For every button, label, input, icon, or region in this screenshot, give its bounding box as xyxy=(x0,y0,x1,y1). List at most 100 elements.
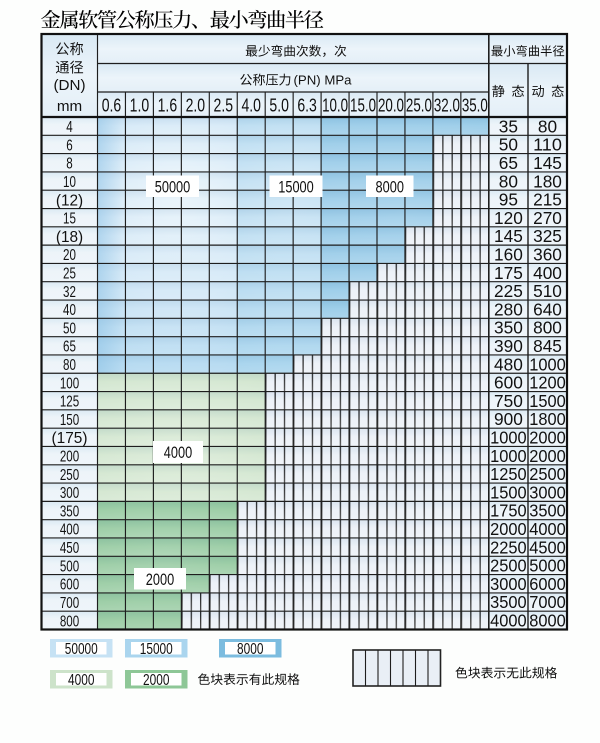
svg-text:0.6: 0.6 xyxy=(102,95,122,116)
svg-text:8: 8 xyxy=(66,156,72,173)
svg-text:95: 95 xyxy=(499,190,518,210)
svg-text:1000: 1000 xyxy=(490,428,527,448)
svg-text:3000: 3000 xyxy=(529,482,566,502)
svg-text:280: 280 xyxy=(494,299,523,319)
svg-text:2000: 2000 xyxy=(146,571,174,589)
svg-text:180: 180 xyxy=(533,171,562,191)
svg-text:32.0: 32.0 xyxy=(434,95,460,116)
svg-text:(18): (18) xyxy=(56,229,83,246)
svg-text:800: 800 xyxy=(533,318,562,338)
svg-text:225: 225 xyxy=(494,281,523,301)
svg-text:50000: 50000 xyxy=(155,178,191,196)
svg-text:5.0: 5.0 xyxy=(269,95,289,116)
svg-text:110: 110 xyxy=(533,135,562,155)
svg-text:4000: 4000 xyxy=(529,519,566,539)
svg-text:600: 600 xyxy=(60,577,79,594)
svg-text:80: 80 xyxy=(63,357,76,374)
svg-text:4000: 4000 xyxy=(164,444,192,462)
svg-text:2250: 2250 xyxy=(490,537,527,557)
svg-text:1.0: 1.0 xyxy=(130,95,150,116)
svg-text:(12): (12) xyxy=(56,192,83,209)
svg-text:300: 300 xyxy=(60,485,79,502)
svg-text:2000: 2000 xyxy=(490,519,527,539)
svg-text:1500: 1500 xyxy=(490,482,527,502)
svg-text:6000: 6000 xyxy=(529,574,566,594)
svg-text:4000: 4000 xyxy=(490,611,527,631)
svg-text:80: 80 xyxy=(499,171,518,191)
svg-text:2500: 2500 xyxy=(529,464,566,484)
svg-text:8000: 8000 xyxy=(376,178,404,196)
svg-text:390: 390 xyxy=(494,336,523,356)
svg-text:2500: 2500 xyxy=(490,556,527,576)
svg-text:50: 50 xyxy=(499,135,518,155)
svg-text:15000: 15000 xyxy=(140,641,173,658)
svg-text:1750: 1750 xyxy=(490,501,527,521)
svg-text:4000: 4000 xyxy=(68,672,95,689)
svg-text:200: 200 xyxy=(60,449,79,466)
svg-text:25.0: 25.0 xyxy=(406,95,432,116)
svg-text:215: 215 xyxy=(533,190,562,210)
svg-text:1200: 1200 xyxy=(529,373,566,393)
svg-text:6: 6 xyxy=(66,137,72,154)
svg-text:350: 350 xyxy=(494,318,523,338)
svg-text:900: 900 xyxy=(494,409,523,429)
svg-text:120: 120 xyxy=(494,208,523,228)
svg-text:700: 700 xyxy=(60,595,79,612)
svg-text:1000: 1000 xyxy=(490,446,527,466)
svg-text:145: 145 xyxy=(533,153,562,173)
svg-text:8000: 8000 xyxy=(237,641,264,658)
svg-text:500: 500 xyxy=(60,558,79,575)
svg-text:35: 35 xyxy=(499,116,518,136)
svg-text:3500: 3500 xyxy=(529,501,566,521)
svg-text:845: 845 xyxy=(533,336,562,356)
svg-text:15000: 15000 xyxy=(278,178,314,196)
svg-text:1800: 1800 xyxy=(529,409,566,429)
svg-text:1.6: 1.6 xyxy=(158,95,178,116)
svg-text:325: 325 xyxy=(533,226,562,246)
svg-text:450: 450 xyxy=(60,540,79,557)
svg-text:160: 160 xyxy=(494,244,523,264)
svg-text:50: 50 xyxy=(63,320,76,337)
svg-text:8000: 8000 xyxy=(529,611,566,631)
svg-text:(DN): (DN) xyxy=(53,77,85,94)
svg-text:(PN) MPa: (PN) MPa xyxy=(294,73,353,88)
svg-text:32: 32 xyxy=(63,284,76,301)
svg-text:600: 600 xyxy=(494,373,523,393)
svg-text:2.0: 2.0 xyxy=(186,95,206,116)
svg-text:50000: 50000 xyxy=(65,641,98,658)
svg-text:750: 750 xyxy=(494,391,523,411)
svg-text:2000: 2000 xyxy=(143,672,170,689)
svg-text:65: 65 xyxy=(499,153,518,173)
svg-text:1000: 1000 xyxy=(529,354,566,374)
svg-text:250: 250 xyxy=(60,467,79,484)
svg-text:4.0: 4.0 xyxy=(241,95,261,116)
svg-text:3500: 3500 xyxy=(490,592,527,612)
svg-text:(175): (175) xyxy=(52,430,88,447)
svg-text:25: 25 xyxy=(63,265,76,282)
svg-text:6.3: 6.3 xyxy=(297,95,317,116)
svg-text:175: 175 xyxy=(494,263,523,283)
svg-text:1500: 1500 xyxy=(529,391,566,411)
svg-text:350: 350 xyxy=(60,503,79,520)
svg-text:270: 270 xyxy=(533,208,562,228)
svg-text:2000: 2000 xyxy=(529,446,566,466)
svg-text:510: 510 xyxy=(533,281,562,301)
svg-text:20: 20 xyxy=(63,247,76,264)
svg-text:4500: 4500 xyxy=(529,537,566,557)
svg-text:7000: 7000 xyxy=(529,592,566,612)
svg-text:35.0: 35.0 xyxy=(462,95,488,116)
svg-text:125: 125 xyxy=(60,394,79,411)
svg-text:400: 400 xyxy=(60,522,79,539)
svg-text:480: 480 xyxy=(494,354,523,374)
svg-text:400: 400 xyxy=(533,263,562,283)
svg-text:1250: 1250 xyxy=(490,464,527,484)
svg-text:800: 800 xyxy=(60,613,79,630)
svg-text:2000: 2000 xyxy=(529,428,566,448)
svg-text:100: 100 xyxy=(60,375,79,392)
svg-text:10: 10 xyxy=(63,174,76,191)
svg-text:4: 4 xyxy=(66,119,73,136)
svg-text:mm: mm xyxy=(57,98,82,115)
svg-text:640: 640 xyxy=(533,299,562,319)
svg-text:150: 150 xyxy=(60,412,79,429)
svg-text:40: 40 xyxy=(63,302,76,319)
